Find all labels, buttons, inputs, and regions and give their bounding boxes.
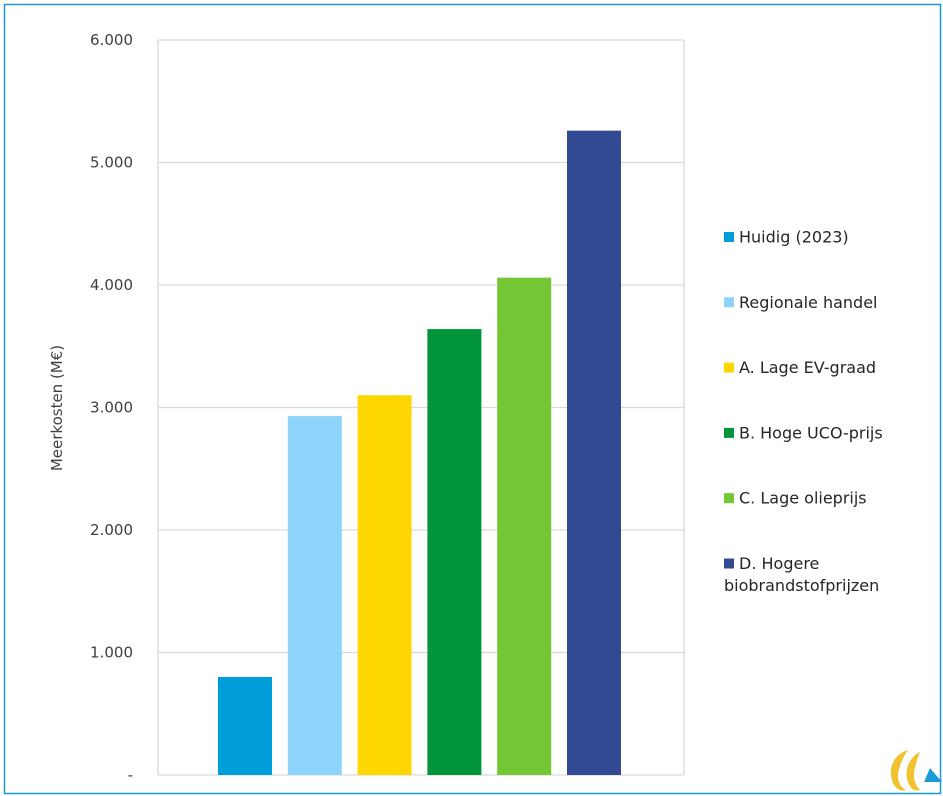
y-axis-ticks: - 1.000 2.000 3.000 4.000 5.000 6.000: [90, 31, 133, 784]
y-tick-label: 3.000: [90, 399, 133, 417]
logo-swoosh-yellow-2: [906, 752, 920, 791]
legend-label: Huidig (2023): [739, 228, 849, 247]
legend: Huidig (2023) Regionale handel A. Lage EV-…: [724, 228, 883, 595]
y-tick-label: 1.000: [90, 644, 133, 662]
y-tick-label: 2.000: [90, 521, 133, 539]
legend-swatch: [724, 493, 734, 504]
legend-label: C. Lage olieprijs: [739, 489, 867, 508]
legend-swatch: [724, 232, 734, 242]
bars: [218, 130, 621, 775]
legend-label: Regionale handel: [739, 293, 877, 312]
legend-swatch: [724, 558, 734, 569]
legend-swatch: [724, 297, 734, 308]
y-axis-label: Meerkosten (M€): [48, 345, 66, 471]
bar: [218, 677, 272, 775]
y-tick-label: -: [128, 766, 133, 784]
legend-label: D. Hogere biobrandstofprijzen: [724, 554, 879, 595]
y-tick-label: 6.000: [90, 31, 133, 49]
bar: [357, 395, 412, 775]
legend-label: A. Lage EV-graad: [739, 358, 876, 377]
y-tick-label: 4.000: [90, 276, 133, 294]
frame-border: [3, 3, 942, 795]
legend-label: B. Hoge UCO-prijs: [739, 423, 883, 442]
logo-triangle-blue: [924, 768, 942, 782]
bar: [287, 416, 342, 775]
bar: [497, 277, 552, 775]
brand-logo-icon: [890, 750, 942, 791]
bar: [567, 130, 621, 775]
logo-swoosh-yellow: [890, 750, 908, 791]
legend-swatch: [724, 362, 734, 373]
legend-swatch: [724, 427, 734, 438]
bar: [427, 329, 482, 775]
y-tick-label: 5.000: [90, 154, 133, 172]
